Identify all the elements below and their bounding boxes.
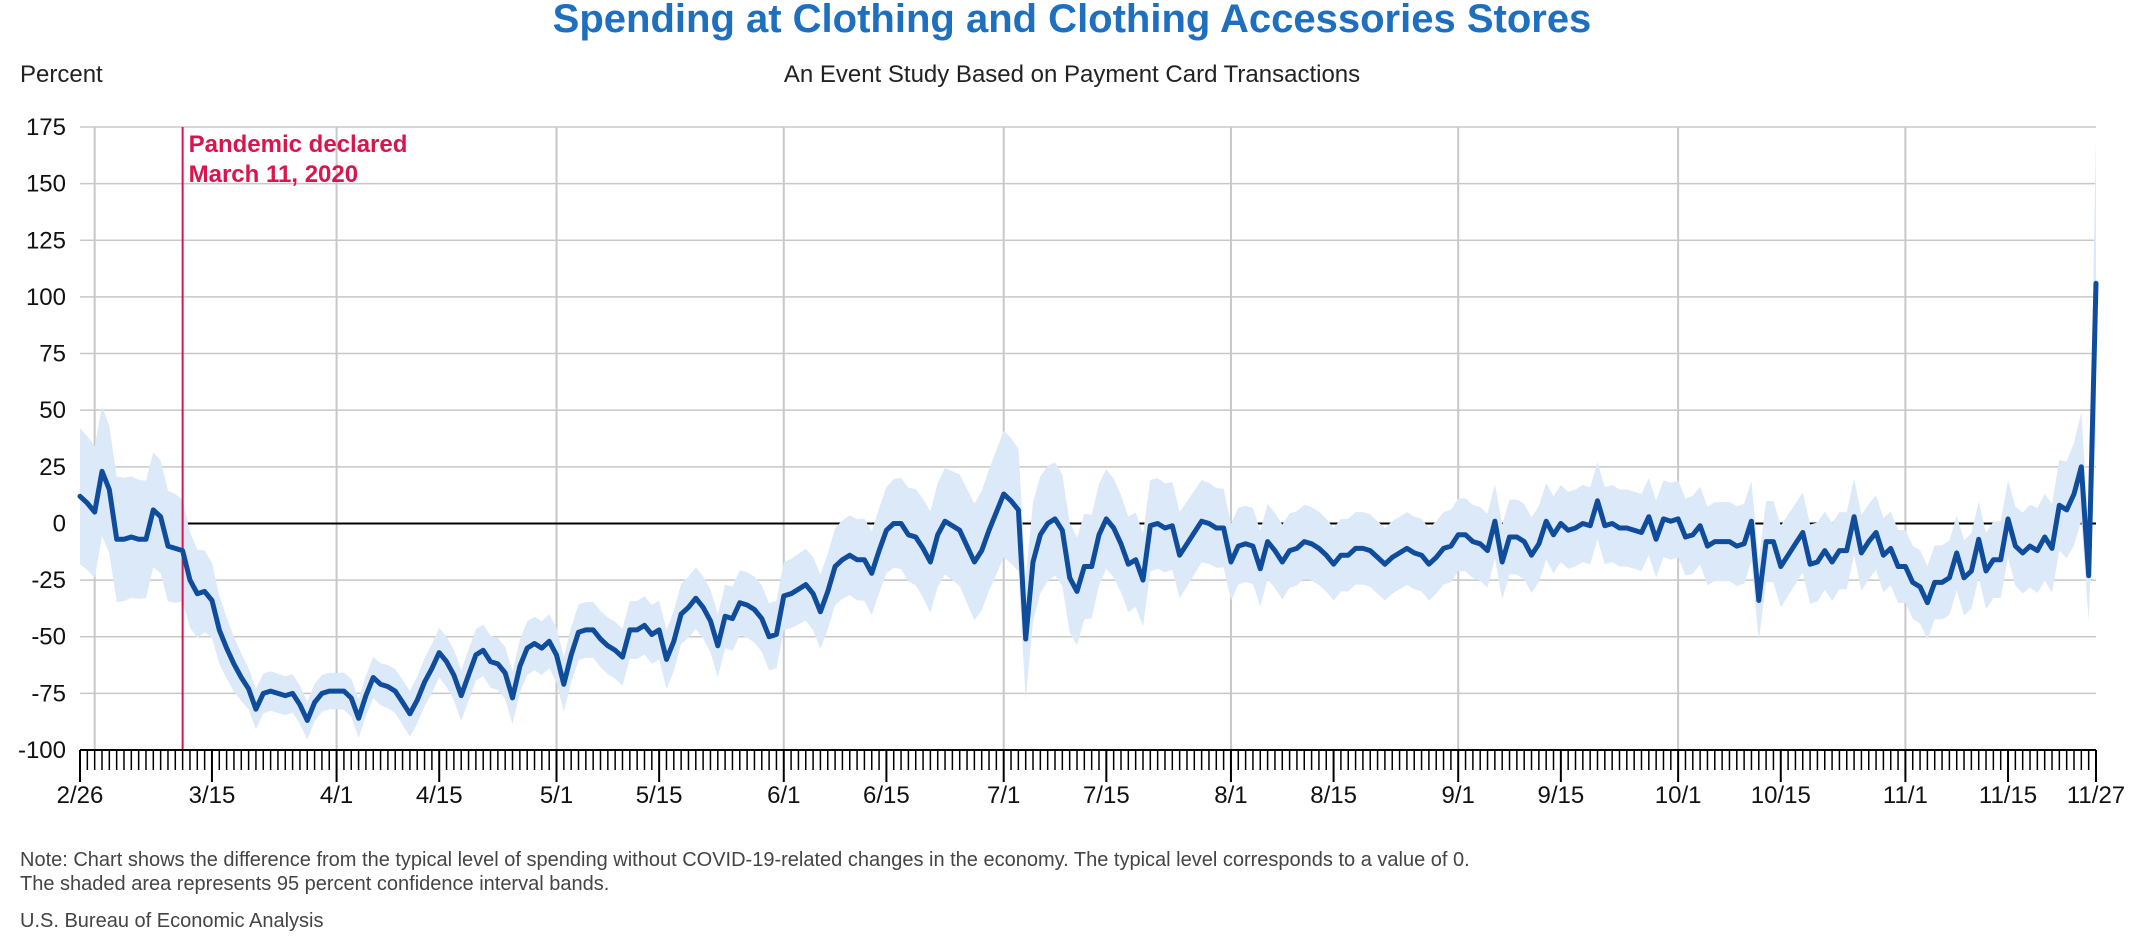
y-tick-label: -50 [31, 624, 66, 651]
annotation-text: March 11, 2020 [189, 161, 358, 188]
annotation: Pandemic declared March 11, 2020 [181, 127, 408, 750]
x-tick-label: 11/15 [1979, 782, 2037, 809]
x-tick-label: 9/15 [1537, 782, 1584, 809]
y-tick-label: 100 [26, 284, 66, 311]
series-line [77, 280, 2099, 723]
x-tick-label: 4/15 [416, 782, 463, 809]
x-tick-label: 3/15 [189, 782, 236, 809]
annotation-text: Pandemic declared [189, 131, 408, 158]
y-tick-label: -75 [31, 680, 66, 707]
x-tick-label: 11/27 [2067, 782, 2125, 809]
x-tick-label: 10/1 [1655, 782, 1702, 809]
series-line-group [77, 280, 2099, 723]
x-tick-label: 8/15 [1310, 782, 1357, 809]
confidence-band-area [80, 136, 2096, 740]
x-tick-label: 6/1 [767, 782, 800, 809]
x-tick-label: 7/1 [987, 782, 1020, 809]
y-tick-label: 125 [26, 227, 66, 254]
source-text: U.S. Bureau of Economic Analysis [20, 910, 323, 932]
x-tick-label: 6/15 [863, 782, 910, 809]
y-tick-label: 25 [39, 454, 66, 481]
x-tick-label: 4/1 [320, 782, 353, 809]
y-tick-label: -25 [31, 567, 66, 594]
y-axis-label: Percent [20, 61, 103, 88]
x-tick-label: 2/26 [57, 782, 104, 809]
x-tick-label: 5/15 [636, 782, 683, 809]
x-tick-label: 5/1 [540, 782, 573, 809]
chart-title: Spending at Clothing and Clothing Access… [553, 0, 1592, 41]
y-tick-label: 175 [26, 114, 66, 141]
y-tick-label: 150 [26, 171, 66, 198]
y-tick-label: 50 [39, 397, 66, 424]
x-tick-label: 7/15 [1083, 782, 1130, 809]
x-tick-label: 11/1 [1883, 782, 1928, 809]
confidence-band [80, 136, 2096, 740]
grid [80, 126, 2096, 751]
chart-subtitle: An Event Study Based on Payment Card Tra… [784, 61, 1360, 88]
y-tick-label: 0 [53, 510, 66, 537]
note-line-1: Note: Chart shows the difference from th… [20, 849, 1470, 871]
y-tick-label: -100 [18, 737, 66, 764]
x-tick-label: 10/15 [1751, 782, 1811, 809]
axes: 175 150 125 100 75 50 25 0 -25 -50 -75 -100 2/26 3/15… [18, 114, 2125, 809]
y-tick-label: 75 [39, 341, 66, 368]
x-tick-label: 8/1 [1214, 782, 1247, 809]
x-tick-label: 9/1 [1442, 782, 1475, 809]
note-line-2: The shaded area represents 95 percent co… [20, 873, 609, 895]
